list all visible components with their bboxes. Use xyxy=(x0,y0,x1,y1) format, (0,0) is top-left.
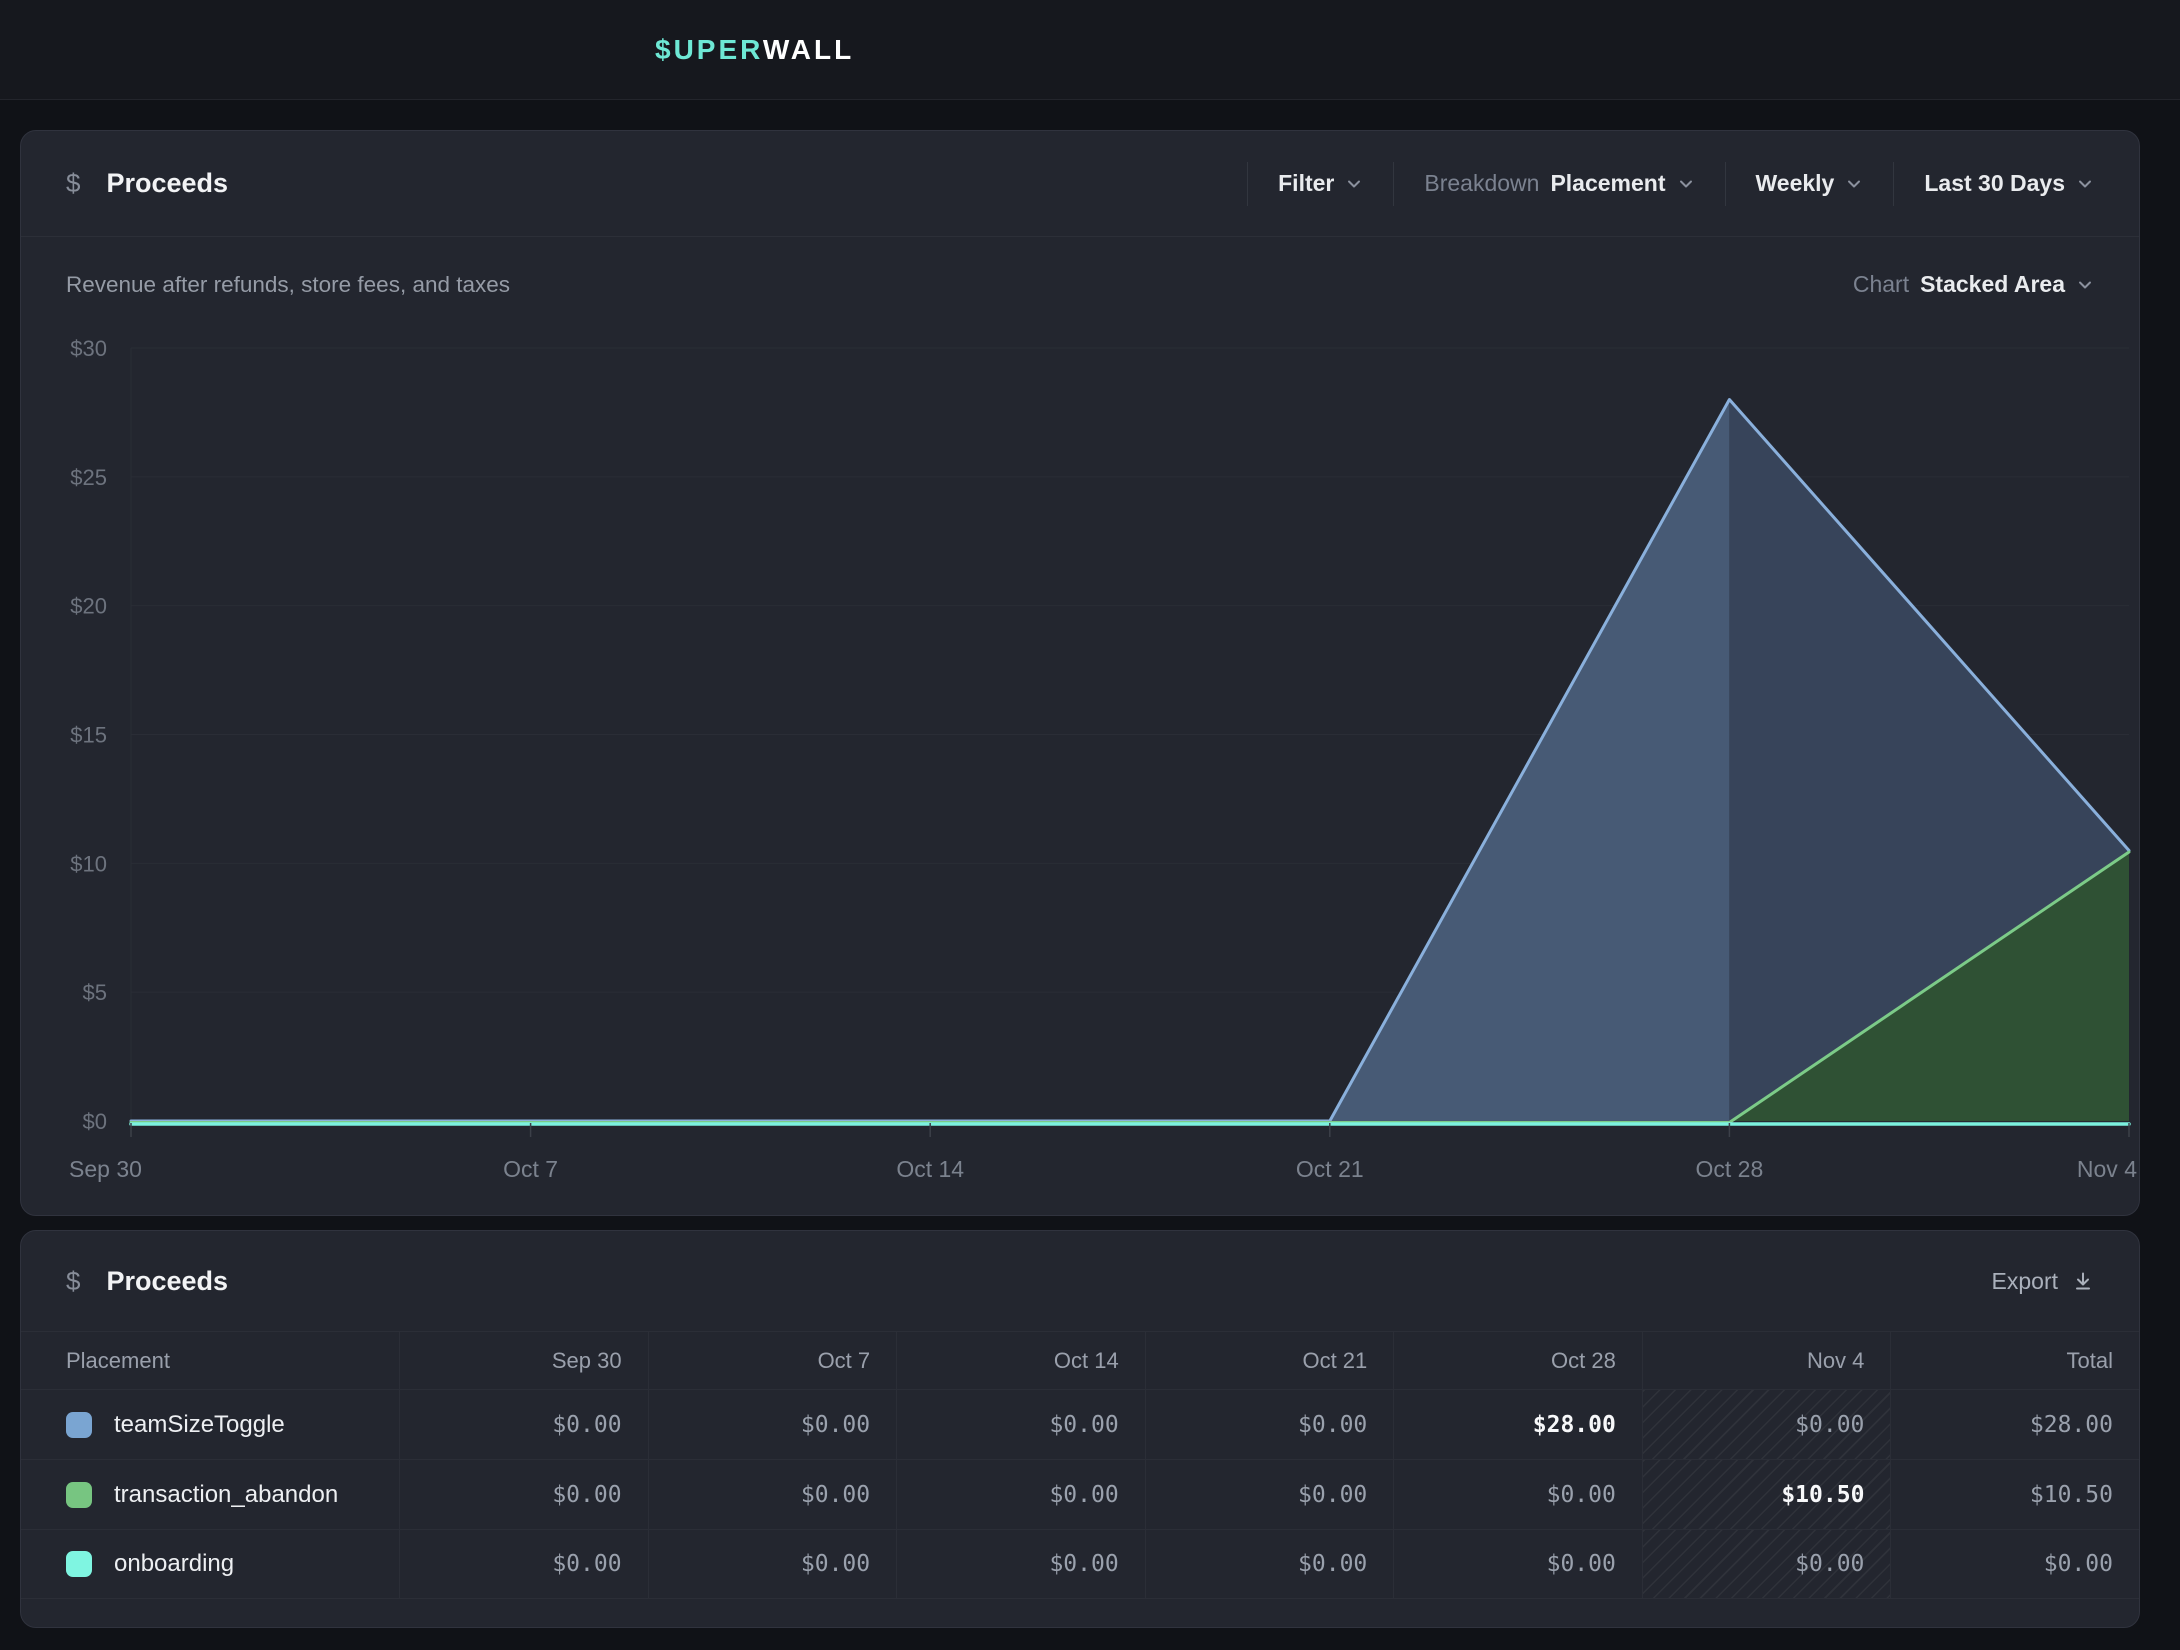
column-header: Oct 28 xyxy=(1393,1331,1642,1389)
breakdown-value: Placement xyxy=(1550,170,1665,197)
x-axis-label: Oct 7 xyxy=(503,1156,558,1182)
x-axis-label: Oct 28 xyxy=(1696,1156,1764,1182)
x-axis-label: Nov 4 xyxy=(2077,1156,2137,1182)
column-header: Total xyxy=(1890,1331,2139,1389)
stacked-area-chart[interactable]: $0 $5 $10 $15 $20 $25 $30 Sep 30 Oct 7 Oct 14 Oct … xyxy=(41,331,2141,1201)
table-row-label[interactable]: onboarding xyxy=(21,1529,399,1599)
chevron-down-icon xyxy=(1845,175,1863,193)
placement-label: transaction_abandon xyxy=(114,1481,338,1509)
value-cell: $0.00 xyxy=(1890,1529,2139,1599)
y-axis-label: $25 xyxy=(70,465,107,490)
date-range-dropdown[interactable]: Last 30 Days xyxy=(1894,131,2094,236)
table-row-label[interactable]: teamSizeToggle xyxy=(21,1389,399,1459)
dollar-icon: $ xyxy=(66,1266,80,1297)
placement-label: onboarding xyxy=(114,1550,234,1578)
y-axis-label: $20 xyxy=(70,594,107,619)
value-cell: $0.00 xyxy=(1393,1459,1642,1529)
column-header: Oct 21 xyxy=(1145,1331,1394,1389)
chevron-down-icon xyxy=(2076,276,2094,294)
value-cell: $0.00 xyxy=(648,1529,897,1599)
chart-subtitle: Revenue after refunds, store fees, and t… xyxy=(66,272,510,298)
value-cell: $0.00 xyxy=(1145,1459,1394,1529)
legend-swatch xyxy=(66,1482,92,1508)
chart-svg: $0 $5 $10 $15 $20 $25 $30 Sep 30 Oct 7 Oct 14 Oct … xyxy=(41,331,2141,1201)
download-icon xyxy=(2072,1270,2094,1292)
dollar-icon: $ xyxy=(66,168,80,199)
proceeds-table-card: $ Proceeds Export PlacementSep 30Oct 7Oc… xyxy=(20,1230,2140,1628)
chart-type-dropdown[interactable]: Chart Stacked Area xyxy=(1853,271,2094,298)
table-card-header: $ Proceeds Export xyxy=(21,1231,2139,1331)
value-cell: $0.00 xyxy=(896,1389,1145,1459)
superwall-logo[interactable]: $UPERWALL xyxy=(655,34,854,66)
legend-swatch xyxy=(66,1551,92,1577)
value-cell: $28.00 xyxy=(1890,1389,2139,1459)
chevron-down-icon xyxy=(1345,175,1363,193)
value-cell: $0.00 xyxy=(896,1459,1145,1529)
chart-type-value: Stacked Area xyxy=(1920,271,2065,298)
y-axis-label: $5 xyxy=(83,980,107,1005)
y-axis-label: $0 xyxy=(83,1109,107,1134)
column-header: Oct 7 xyxy=(648,1331,897,1389)
chart-type-label: Chart xyxy=(1853,271,1909,298)
page-title: Proceeds xyxy=(106,168,228,199)
interval-dropdown[interactable]: Weekly xyxy=(1726,131,1894,236)
column-header: Nov 4 xyxy=(1642,1331,1891,1389)
chevron-down-icon xyxy=(2076,175,2094,193)
x-axis-label: Oct 14 xyxy=(896,1156,964,1182)
proceeds-table: PlacementSep 30Oct 7Oct 14Oct 21Oct 28No… xyxy=(21,1331,2139,1599)
breakdown-dropdown[interactable]: Breakdown Placement xyxy=(1394,131,1724,236)
table-row-label[interactable]: transaction_abandon xyxy=(21,1459,399,1529)
logo-secondary: WALL xyxy=(763,34,854,65)
value-cell: $0.00 xyxy=(399,1389,648,1459)
value-cell: $0.00 xyxy=(399,1459,648,1529)
y-axis-label: $10 xyxy=(70,851,107,876)
value-cell: $0.00 xyxy=(1145,1389,1394,1459)
breakdown-label: Breakdown xyxy=(1424,170,1539,197)
legend-swatch xyxy=(66,1412,92,1438)
y-axis-label: $15 xyxy=(70,723,107,748)
x-axis-label: Sep 30 xyxy=(69,1156,142,1182)
chevron-down-icon xyxy=(1677,175,1695,193)
interval-value: Weekly xyxy=(1756,170,1835,197)
date-range-value: Last 30 Days xyxy=(1924,170,2065,197)
filter-label: Filter xyxy=(1278,170,1334,197)
export-label: Export xyxy=(1992,1268,2058,1295)
value-cell: $10.50 xyxy=(1642,1459,1891,1529)
value-cell: $0.00 xyxy=(399,1529,648,1599)
column-header: Placement xyxy=(21,1331,399,1389)
value-cell: $0.00 xyxy=(896,1529,1145,1599)
x-axis-label: Oct 21 xyxy=(1296,1156,1364,1182)
value-cell: $0.00 xyxy=(648,1459,897,1529)
placement-label: teamSizeToggle xyxy=(114,1411,285,1439)
value-cell: $28.00 xyxy=(1393,1389,1642,1459)
top-nav: $UPERWALL xyxy=(0,0,2180,100)
filter-dropdown[interactable]: Filter xyxy=(1248,131,1393,236)
export-button[interactable]: Export xyxy=(1992,1268,2094,1295)
column-header: Oct 14 xyxy=(896,1331,1145,1389)
chart-controls: Filter Breakdown Placement Weekly Last 3… xyxy=(1247,131,2094,236)
value-cell: $0.00 xyxy=(1145,1529,1394,1599)
table-title: Proceeds xyxy=(106,1266,228,1297)
value-cell: $0.00 xyxy=(1642,1529,1891,1599)
value-cell: $0.00 xyxy=(648,1389,897,1459)
chart-card-header: $ Proceeds Filter Breakdown Placement We… xyxy=(21,131,2139,237)
proceeds-chart-card: $ Proceeds Filter Breakdown Placement We… xyxy=(20,130,2140,1216)
column-header: Sep 30 xyxy=(399,1331,648,1389)
y-axis-label: $30 xyxy=(70,336,107,361)
area-fill-teamSizeToggle xyxy=(131,400,1729,1121)
logo-primary: $UPER xyxy=(655,34,763,65)
value-cell: $0.00 xyxy=(1393,1529,1642,1599)
value-cell: $0.00 xyxy=(1642,1389,1891,1459)
value-cell: $10.50 xyxy=(1890,1459,2139,1529)
